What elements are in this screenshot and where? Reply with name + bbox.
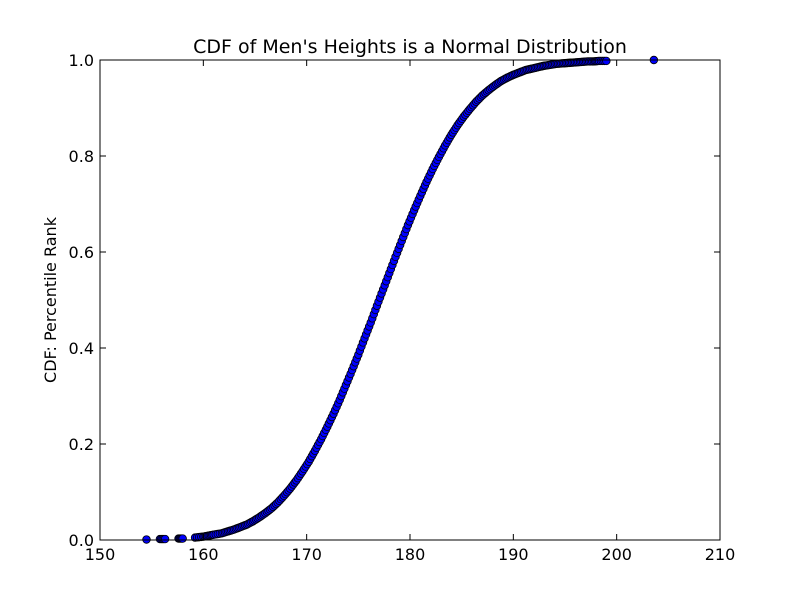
x-tick-label: 160 [188,545,219,564]
y-axis-label: CDF: Percentile Rank [41,216,60,383]
y-tick-label: 1.0 [69,51,94,70]
data-point [602,56,611,66]
x-tick-label: 190 [498,545,529,564]
x-tick-label: 210 [705,545,736,564]
y-tick-label: 0.4 [69,339,94,358]
x-tick-label: 180 [395,545,426,564]
plot-area: 150 160 170 180 190 200 210 0.0 0.2 0.4 0.6 0.8 1.0 [69,51,736,564]
y-tick-label: 0.6 [69,243,94,262]
x-tick-label: 150 [85,545,116,564]
y-tick-label: 0.2 [69,435,94,454]
data-points [142,55,659,544]
data-point [160,534,170,544]
axis-ticks: 150 160 170 180 190 200 210 0.0 0.2 0.4 0.6 0.8 1.0 [69,51,736,564]
x-tick-label: 170 [291,545,322,564]
y-tick-label: 0.0 [69,531,94,550]
y-tick-label: 0.8 [69,147,94,166]
chart-title: CDF of Men's Heights is a Normal Distrib… [193,36,627,58]
data-point [178,534,187,543]
x-tick-label: 200 [601,545,632,564]
